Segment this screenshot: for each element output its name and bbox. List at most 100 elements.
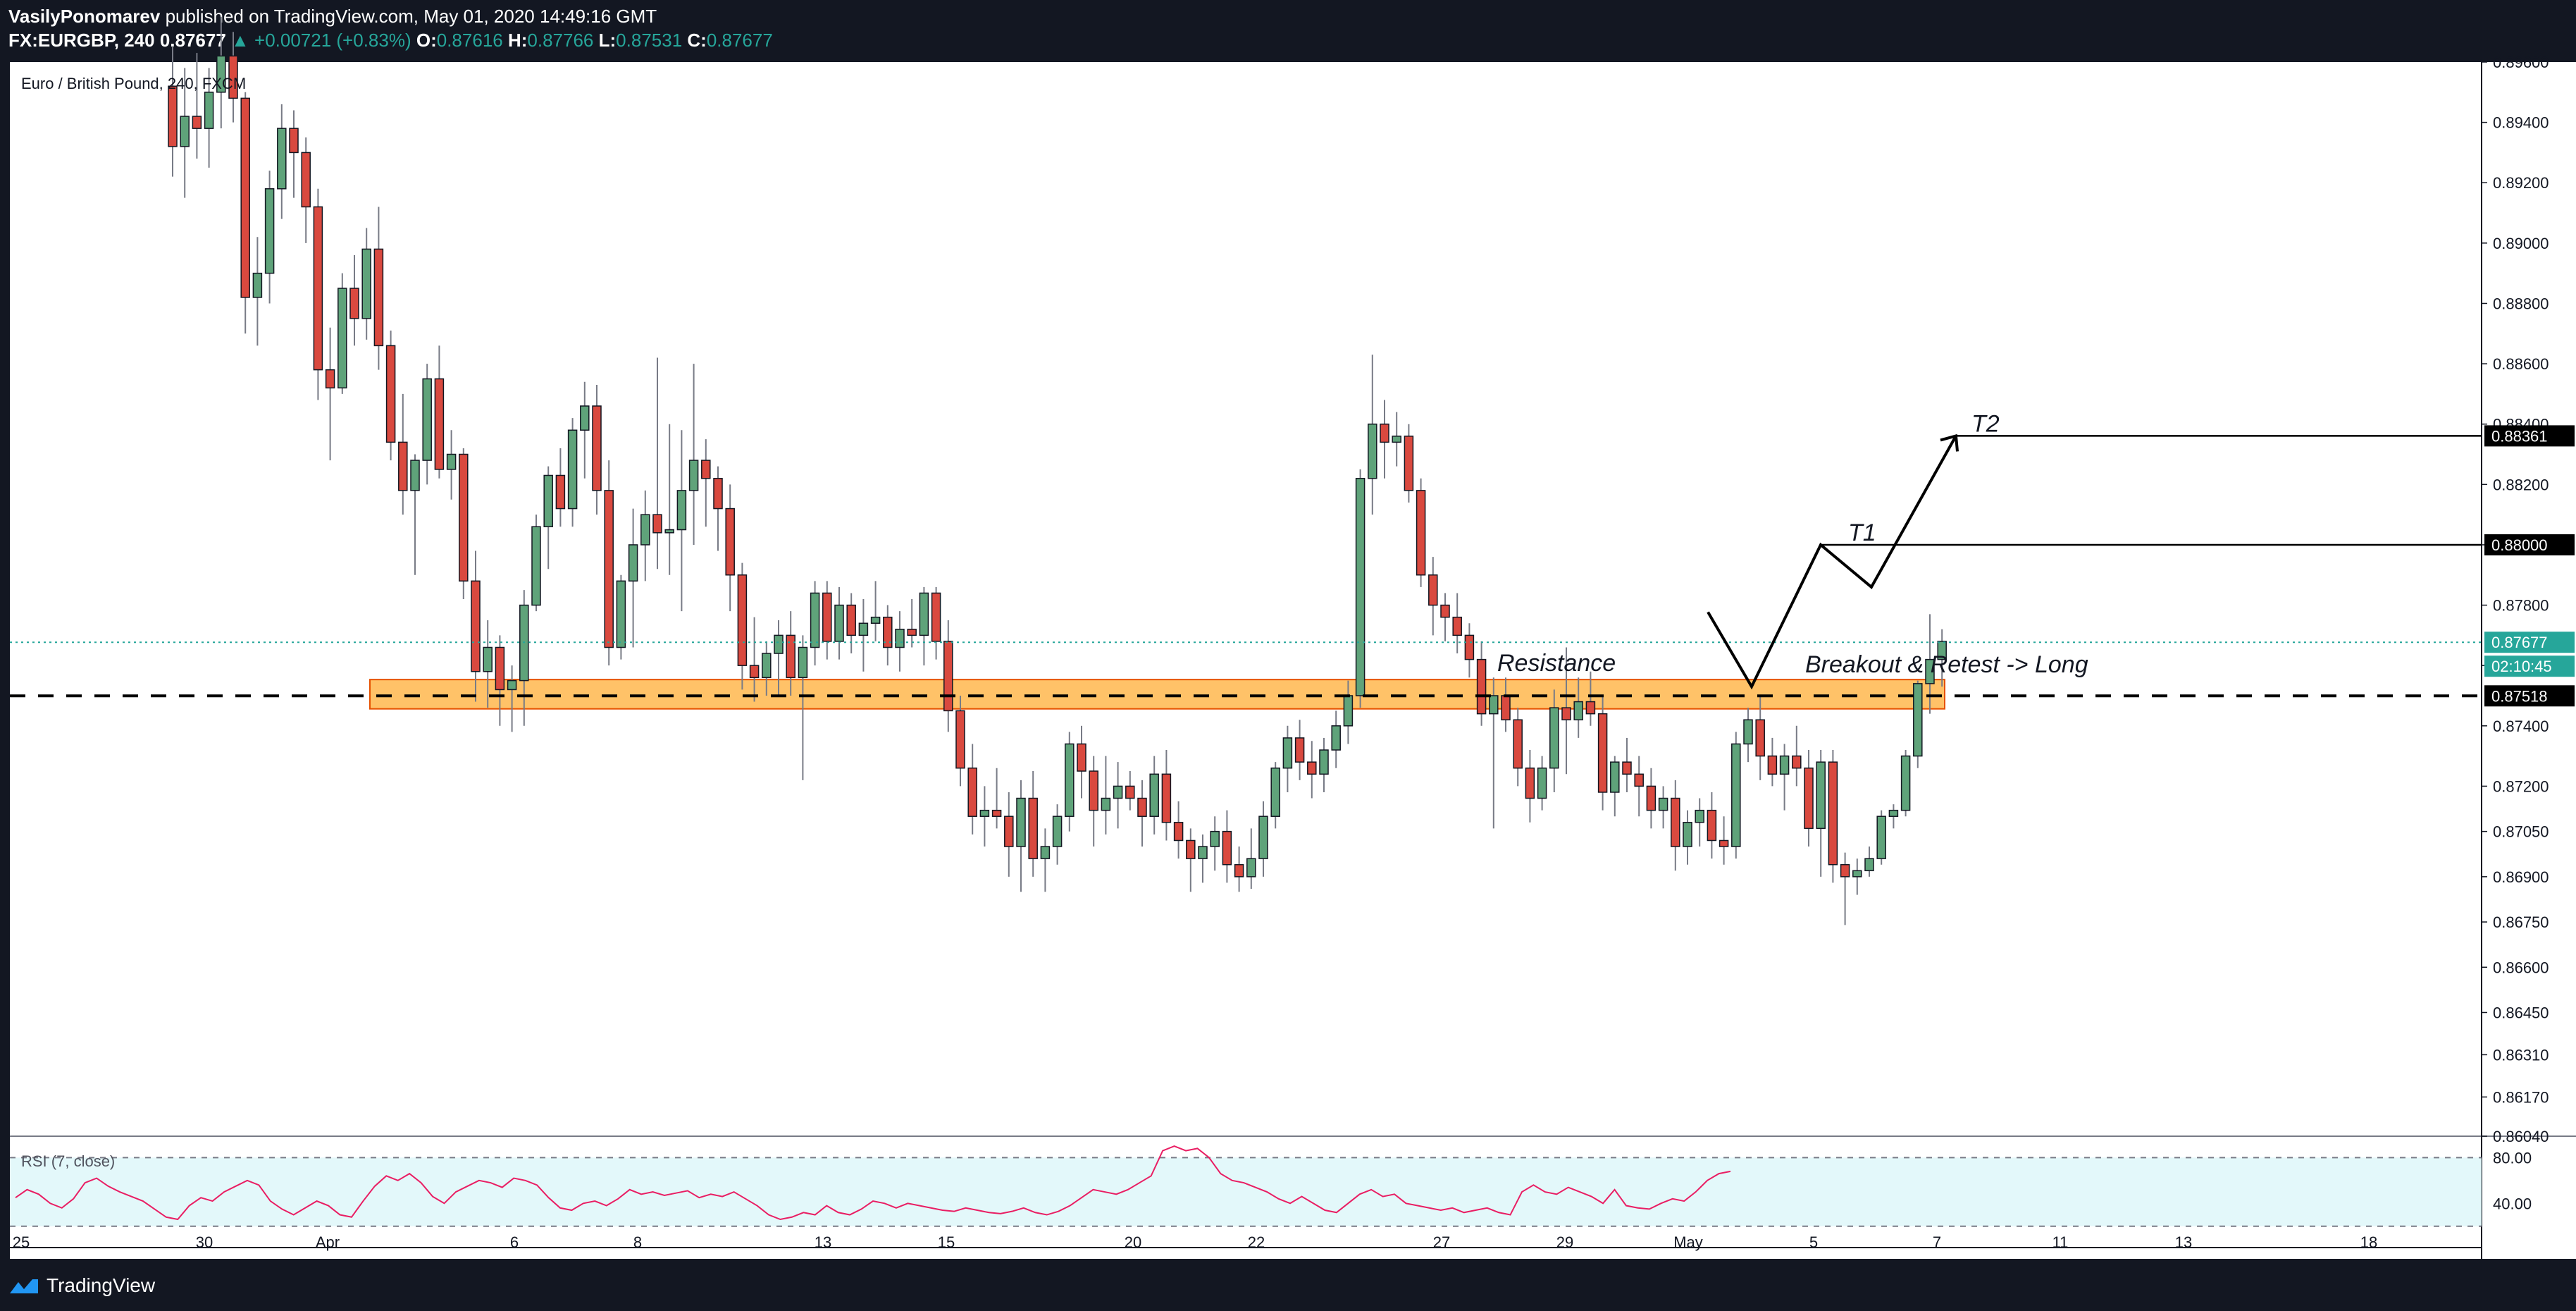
price-tick-label: 0.87200 xyxy=(2493,777,2549,795)
candle-body xyxy=(798,646,808,679)
candle-body xyxy=(1198,846,1208,859)
price-marker xyxy=(2484,685,2575,707)
candle-body xyxy=(943,641,953,712)
candle-body xyxy=(1392,436,1401,443)
candle-body xyxy=(774,634,784,654)
projection-path xyxy=(1707,435,1957,690)
rsi-band xyxy=(10,1157,2482,1226)
price-marker xyxy=(2484,534,2575,555)
price-tick-label: 0.89200 xyxy=(2493,174,2549,192)
rsi-tick-label: 80.00 xyxy=(2493,1149,2532,1167)
candle-body xyxy=(1113,785,1123,799)
publish-info: VasilyPonomarev published on TradingView… xyxy=(8,6,657,27)
chart-title: Euro / British Pound, 240, FXCM xyxy=(21,75,246,92)
t2-label[interactable]: T2 xyxy=(1971,410,2000,437)
price-marker-label: 02:10:45 xyxy=(2491,658,2552,675)
price-marker xyxy=(2484,656,2575,677)
candle-body xyxy=(264,188,275,274)
candle-body xyxy=(604,490,614,648)
candle-body xyxy=(507,679,517,691)
price-marker-label: 0.88000 xyxy=(2491,536,2548,554)
candle-body xyxy=(1888,809,1899,817)
candle-body xyxy=(1876,815,1886,859)
candle-body xyxy=(688,460,699,491)
time-tick-label: 7 xyxy=(1933,1233,1941,1251)
candle-body xyxy=(640,514,650,546)
candle-body xyxy=(1804,767,1814,830)
author-name[interactable]: VasilyPonomarev xyxy=(8,6,161,27)
time-tick-label: 30 xyxy=(196,1233,213,1251)
candle-body xyxy=(471,580,481,672)
candle-body xyxy=(749,665,760,679)
candle-body xyxy=(555,474,566,510)
candle-body xyxy=(277,128,287,190)
candle-body xyxy=(786,634,795,679)
candle-body xyxy=(1137,797,1147,817)
candle-body xyxy=(1294,737,1305,763)
candle-body xyxy=(1307,761,1317,775)
candle-body xyxy=(1246,858,1256,878)
candle-body xyxy=(919,592,929,636)
candle-body xyxy=(1585,701,1596,715)
candle-body xyxy=(192,116,202,129)
tradingview-logo[interactable]: TradingView xyxy=(8,1273,155,1298)
candle-body xyxy=(979,809,990,817)
open-label: O: xyxy=(416,30,437,51)
resistance-zone-layer xyxy=(369,679,1945,710)
candle-body xyxy=(543,474,553,528)
time-tick-label: Apr xyxy=(316,1233,340,1251)
candle-body xyxy=(1513,719,1523,769)
candle-body xyxy=(1779,755,1790,775)
candle-body xyxy=(567,429,578,510)
candle-body xyxy=(1852,870,1862,878)
drawings: Resistance Breakout & Retest -> Long T1 T2 xyxy=(10,410,2482,698)
price-tick-label: 0.86450 xyxy=(2493,1004,2549,1021)
resistance-label[interactable]: Resistance xyxy=(1497,650,1616,677)
time-tick-label: 27 xyxy=(1433,1233,1450,1251)
t1-label[interactable]: T1 xyxy=(1848,519,1876,546)
time-tick-label: 25 xyxy=(13,1233,30,1251)
time-tick-label: 13 xyxy=(2175,1233,2192,1251)
price-tick-label: 0.89000 xyxy=(2493,235,2549,252)
plot-background xyxy=(10,62,2482,1259)
candle-body xyxy=(1561,707,1571,720)
price-tick-label: 0.86170 xyxy=(2493,1088,2549,1106)
candle-body xyxy=(846,604,856,636)
candle-body xyxy=(1597,713,1608,793)
time-tick-label: 6 xyxy=(510,1233,519,1251)
price-tick-label: 0.89400 xyxy=(2493,114,2549,132)
candle-body xyxy=(1428,574,1438,606)
time-axis: 25 30 Apr 6 8 13 15 20 22 27 29 May 5 7 11 13 18 xyxy=(13,1233,2377,1251)
price-marker-label: 0.87518 xyxy=(2491,687,2548,705)
high-value: 0.87766 xyxy=(527,30,594,51)
candle-body xyxy=(1258,815,1268,859)
time-tick-label: 5 xyxy=(1809,1233,1818,1251)
candles xyxy=(168,16,1947,925)
symbol-label: FX:EURGBP, 240 xyxy=(8,30,155,51)
candle-body xyxy=(1355,478,1366,696)
candle-body xyxy=(1937,641,1947,660)
grid xyxy=(10,62,2576,1259)
price-tick-label: 0.87050 xyxy=(2493,823,2549,841)
candle-body xyxy=(664,529,674,534)
candle-body xyxy=(810,592,820,648)
breakout-retest-label[interactable]: Breakout & Retest -> Long xyxy=(1805,651,2088,678)
candle-body xyxy=(1125,785,1135,799)
candle-body xyxy=(1900,755,1911,811)
candle-body xyxy=(483,646,493,672)
last-price: 0.87677 xyxy=(159,30,226,51)
rsi-pane: 80.00 40.00 xyxy=(10,1145,2532,1227)
candle-body xyxy=(883,616,893,648)
ohlc-legend: FX:EURGBP, 240 0.87677 ▲ +0.00721 (+0.83… xyxy=(8,30,773,51)
candle-body xyxy=(1537,767,1547,799)
candle-body xyxy=(1004,815,1014,847)
candle-body xyxy=(967,767,977,817)
candle-body xyxy=(1464,634,1475,660)
time-tick-label: 11 xyxy=(2052,1233,2069,1251)
candle-body xyxy=(1077,743,1086,772)
candle-body xyxy=(628,544,638,582)
low-value: 0.87531 xyxy=(616,30,683,51)
candle-body xyxy=(1210,830,1220,847)
candle-body xyxy=(1331,725,1341,751)
